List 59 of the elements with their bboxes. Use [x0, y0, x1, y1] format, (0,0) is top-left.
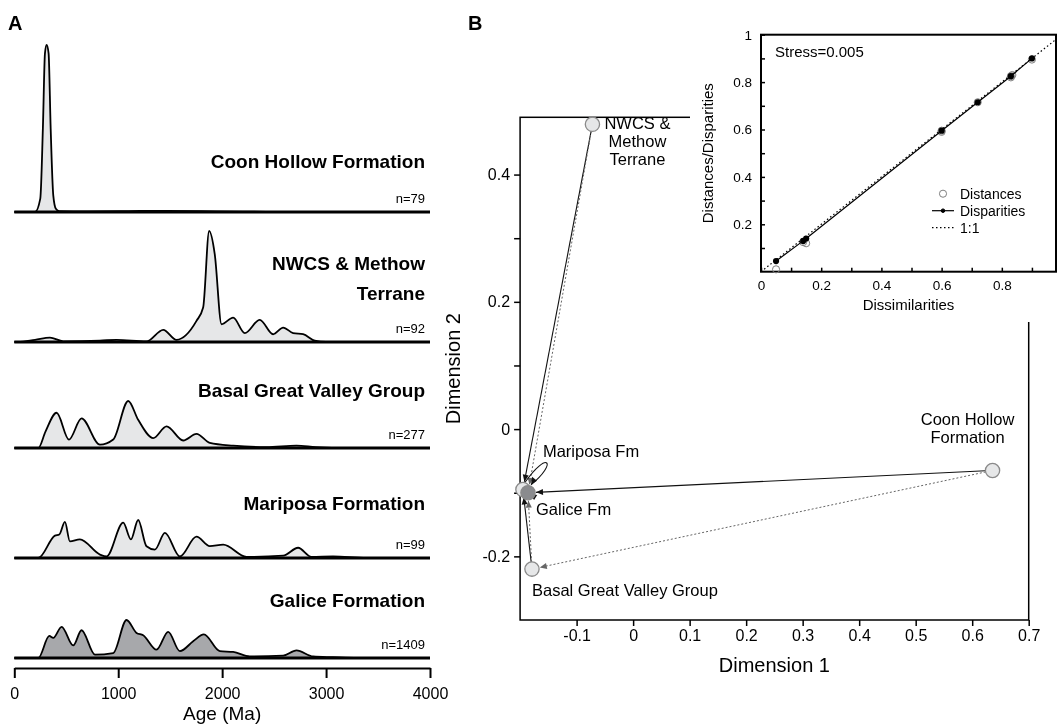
point — [802, 239, 811, 248]
chart-title: Galice Formation — [269, 590, 425, 611]
x-tick-label: 0.1 — [679, 627, 702, 645]
text: n=277 — [388, 427, 425, 442]
x-tick-label: -0.1 — [563, 627, 591, 645]
x-tick-label: 0.4 — [848, 627, 871, 645]
y-tick-label: 0.8 — [733, 74, 752, 90]
x-tick-label: 0.3 — [792, 627, 815, 645]
x-tick-label: 0 — [757, 278, 766, 294]
text: n=92 — [395, 321, 425, 336]
y-tick-label: 1 — [744, 27, 752, 43]
annotation: Basal Great Valley Group — [531, 581, 718, 600]
annotation: Galice Fm — [536, 499, 612, 518]
text: Coon Hollow Formation — [210, 151, 425, 172]
x-tick-label: 0.8 — [992, 278, 1012, 294]
x-tick-label: 2000 — [204, 684, 241, 702]
x-tick-label: 0.6 — [961, 627, 984, 645]
x-tick-label: 4000 — [412, 684, 449, 702]
x-tick-label: 3000 — [308, 684, 345, 702]
y-tick-label: 0.6 — [733, 122, 752, 138]
x-tick-label: 0.4 — [872, 278, 892, 294]
x-tick-label: 0.5 — [905, 627, 928, 645]
x-tick-label: 0 — [10, 684, 20, 702]
point — [520, 484, 536, 501]
chart-title: Mariposa Formation — [243, 493, 425, 514]
annotation: Stress=0.005 — [775, 42, 864, 60]
legend-label: Disparities — [960, 202, 1026, 219]
annotation: Mariposa Fm — [542, 441, 640, 460]
x-axis-title: Dimension 1 — [718, 654, 830, 676]
text: A — [8, 12, 23, 34]
x-tick-label: 0.7 — [1018, 627, 1041, 645]
y-tick-label: 0.4 — [733, 169, 753, 185]
y-tick-label: 0.4 — [487, 166, 511, 184]
annotation: Coon Hollow Formation — [920, 410, 1015, 447]
legend-label: 1:1 — [960, 219, 980, 236]
x-tick-label: 0.2 — [812, 278, 832, 294]
text: NWCS & Methow Terrane — [271, 253, 426, 304]
y-axis-title: Distances/Disparities — [699, 83, 716, 224]
x-tick-label: 0 — [629, 627, 639, 645]
x-axis-title: Dissimilarities — [862, 295, 955, 313]
text: B — [468, 12, 483, 34]
text: n=79 — [395, 191, 425, 206]
text: n=99 — [395, 537, 425, 552]
point — [984, 462, 1001, 479]
y-tick-label: -0.2 — [482, 547, 511, 565]
y-tick-label: 0.2 — [733, 217, 752, 233]
x-tick-label: 1000 — [100, 684, 137, 702]
point — [772, 257, 780, 265]
text: n=1409 — [381, 637, 425, 652]
chart-title: Basal Great Valley Group — [197, 380, 425, 401]
legend-label: Distances — [960, 185, 1022, 202]
y-axis-title: Dimension 2 — [442, 313, 465, 425]
y-tick-label: 0.2 — [487, 293, 511, 311]
x-tick-label: 0.6 — [932, 278, 952, 294]
y-tick-label: 0 — [501, 420, 511, 438]
x-axis-title: Age (Ma) — [183, 703, 262, 724]
point — [584, 116, 601, 133]
point — [524, 561, 540, 577]
point — [771, 265, 781, 274]
